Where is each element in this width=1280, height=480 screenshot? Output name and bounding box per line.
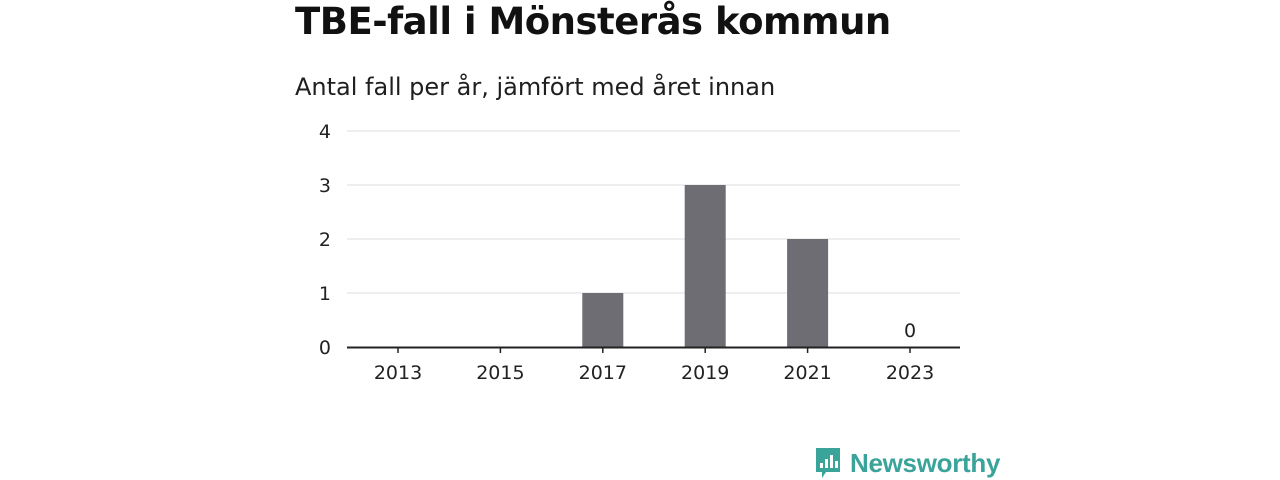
y-tick-label: 4 [319, 121, 331, 143]
y-tick-label: 3 [319, 175, 331, 197]
bar-2021 [787, 239, 829, 347]
x-tick-label: 2013 [374, 362, 422, 384]
brand-logo: Newsworthy [814, 446, 1000, 480]
x-axis-labels: 2013 2015 2017 2019 2021 2023 [374, 347, 934, 384]
x-tick-label: 2017 [579, 362, 627, 384]
y-tick-label: 0 [319, 337, 331, 359]
y-tick-label: 1 [319, 283, 331, 305]
y-axis-labels: 0 1 2 3 4 [319, 121, 331, 359]
x-tick-label: 2019 [681, 362, 729, 384]
bar-2019 [684, 185, 726, 347]
x-tick-label: 2023 [886, 362, 934, 384]
bars [582, 185, 829, 347]
chart-subtitle: Antal fall per år, jämfört med året inna… [295, 73, 776, 101]
brand-name: Newsworthy [850, 447, 1001, 478]
chart-title: TBE-fall i Mönsterås kommun [295, 0, 891, 43]
bar-2017 [582, 293, 624, 347]
newsworthy-logo-icon [816, 448, 840, 478]
x-tick-label: 2021 [783, 362, 831, 384]
data-label: 0 [904, 320, 916, 342]
x-tick-label: 2015 [476, 362, 524, 384]
y-tick-label: 2 [319, 229, 331, 251]
annotations: 0 [904, 320, 916, 342]
gridlines [347, 130, 960, 294]
